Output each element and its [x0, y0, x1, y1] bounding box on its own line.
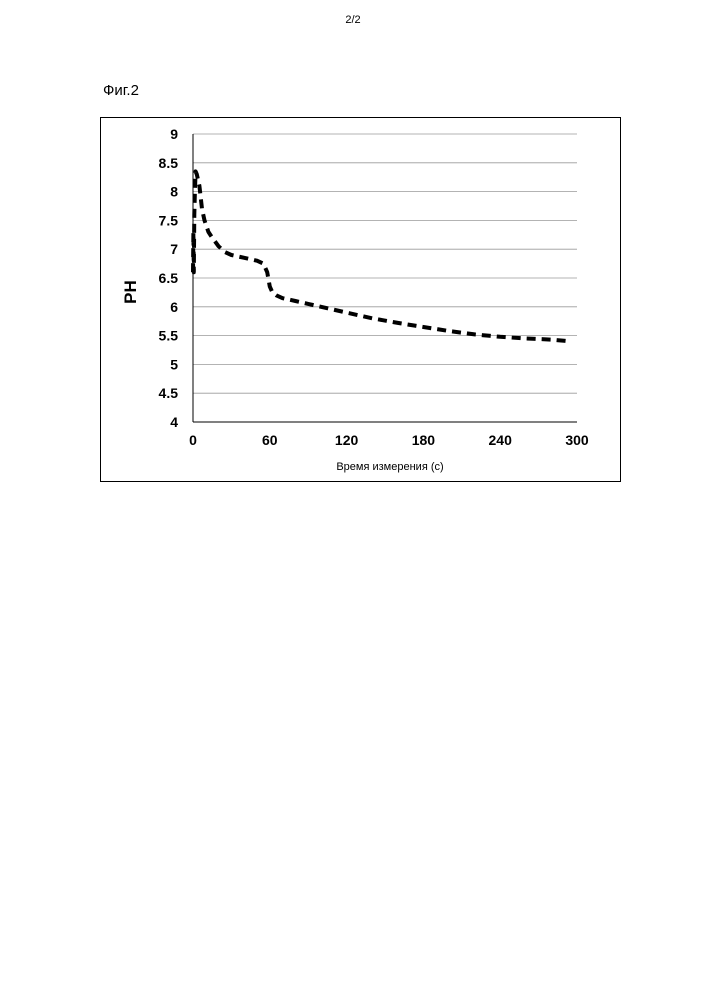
- x-tick-label: 120: [335, 432, 359, 448]
- x-tick-label: 180: [412, 432, 436, 448]
- x-tick-label: 60: [262, 432, 278, 448]
- y-tick-label: 4.5: [159, 385, 179, 401]
- x-tick-label: 240: [489, 432, 513, 448]
- y-tick-label: 4: [170, 414, 178, 430]
- y-tick-label: 5.5: [159, 328, 179, 344]
- y-tick-label: 7.5: [159, 212, 179, 228]
- y-tick-label: 5: [170, 356, 178, 372]
- y-tick-label: 6: [170, 299, 178, 315]
- y-tick-label: 8: [170, 184, 178, 200]
- ph-series-line: [193, 171, 571, 341]
- series-layer: [193, 171, 571, 341]
- x-axis-label: Время измерения (с): [336, 461, 443, 473]
- tick-layer: 4 4.5 5 5.5 6 6.5 7 7.5 8 8.5 9 0 60 120 180 240 300: [159, 126, 589, 448]
- grid-layer: [193, 134, 577, 422]
- y-tick-label: 6.5: [159, 270, 179, 286]
- x-tick-label: 300: [565, 432, 589, 448]
- y-axis-label: PH: [121, 280, 140, 304]
- y-tick-label: 8.5: [159, 155, 179, 171]
- x-tick-label: 0: [189, 432, 197, 448]
- y-tick-label: 7: [170, 241, 178, 257]
- y-tick-label: 9: [170, 126, 178, 142]
